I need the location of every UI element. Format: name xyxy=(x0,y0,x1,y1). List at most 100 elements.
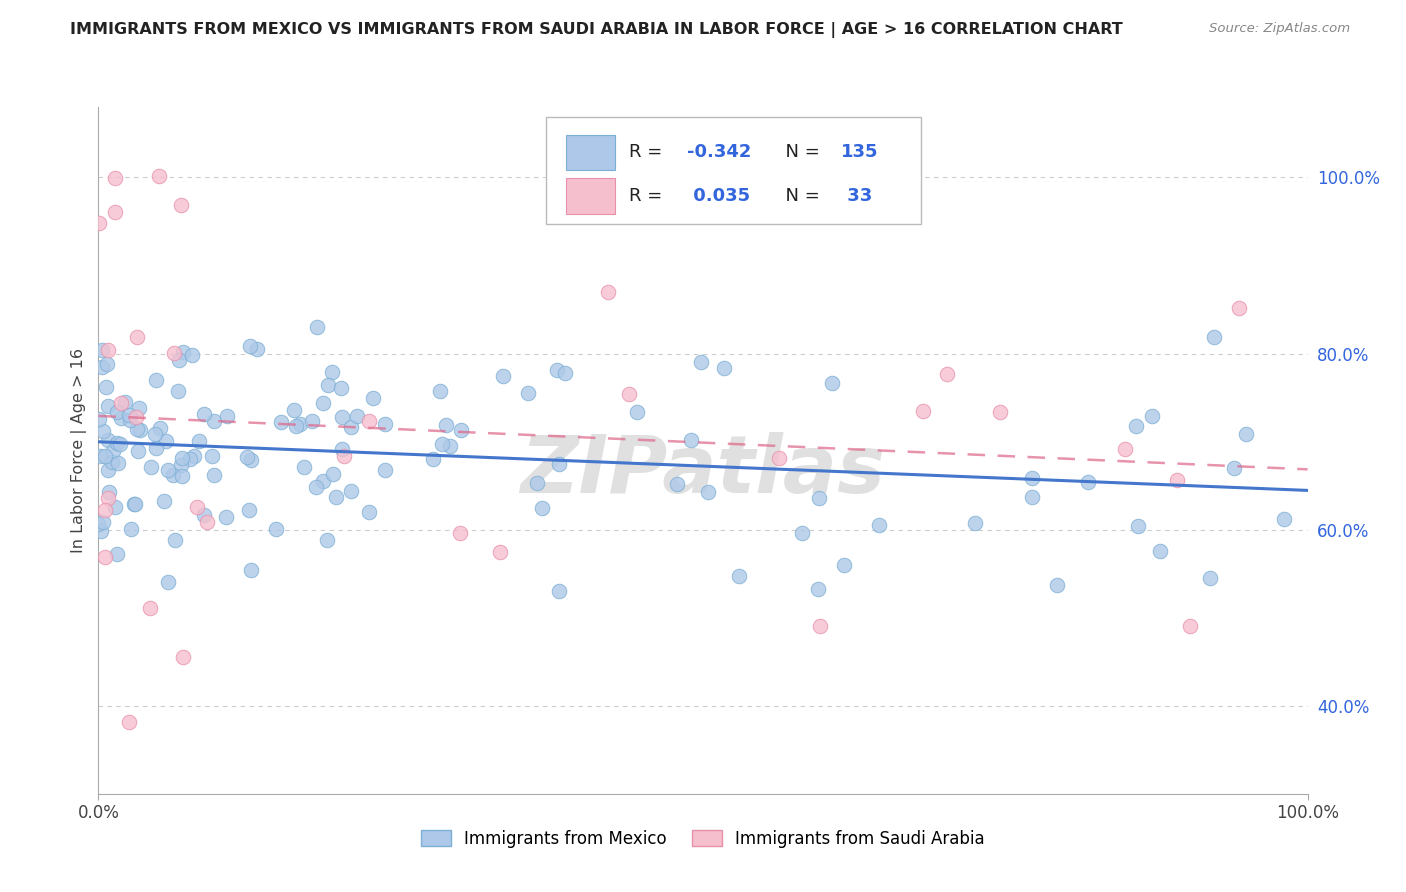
Point xyxy=(94,449,117,463)
Point xyxy=(156,574,179,589)
Point xyxy=(547,583,569,598)
Point xyxy=(110,396,132,410)
Point xyxy=(97,399,120,413)
Point xyxy=(311,395,333,409)
Text: N =: N = xyxy=(775,144,825,161)
Point xyxy=(91,424,114,438)
Point xyxy=(170,468,193,483)
Point xyxy=(1178,619,1201,633)
Y-axis label: In Labor Force | Age > 16: In Labor Force | Age > 16 xyxy=(72,348,87,553)
Point xyxy=(107,456,129,470)
Point xyxy=(329,382,352,396)
Point xyxy=(1272,512,1295,526)
Point xyxy=(626,404,648,418)
Point xyxy=(868,518,890,533)
FancyBboxPatch shape xyxy=(567,178,614,213)
Point xyxy=(807,582,830,596)
Point xyxy=(439,439,461,453)
Point xyxy=(104,205,127,219)
Point xyxy=(125,330,148,344)
Text: 33: 33 xyxy=(841,186,872,204)
Point xyxy=(120,522,142,536)
Text: IMMIGRANTS FROM MEXICO VS IMMIGRANTS FROM SAUDI ARABIA IN LABOR FORCE | AGE > 16: IMMIGRANTS FROM MEXICO VS IMMIGRANTS FRO… xyxy=(70,22,1123,38)
Point xyxy=(1140,409,1163,424)
Point xyxy=(434,418,457,433)
Point xyxy=(125,410,148,425)
Point xyxy=(105,405,128,419)
Point xyxy=(215,409,238,424)
Point xyxy=(98,484,121,499)
Point xyxy=(531,501,554,516)
Point xyxy=(105,547,128,561)
Point xyxy=(141,460,163,475)
Point xyxy=(89,412,111,426)
Point xyxy=(236,450,259,464)
FancyBboxPatch shape xyxy=(546,118,921,224)
Point xyxy=(935,367,957,381)
Point xyxy=(139,601,162,615)
Point xyxy=(965,516,987,530)
Point xyxy=(429,384,451,399)
Text: ZIPatlas: ZIPatlas xyxy=(520,432,886,510)
Point xyxy=(689,355,711,369)
Point xyxy=(374,417,396,432)
Point xyxy=(94,503,117,517)
Text: Source: ZipAtlas.com: Source: ZipAtlas.com xyxy=(1209,22,1350,36)
Point xyxy=(104,170,127,185)
Point xyxy=(186,500,208,514)
Point xyxy=(202,414,225,428)
Point xyxy=(145,441,167,455)
Point xyxy=(312,474,335,488)
Point xyxy=(169,198,191,212)
Point xyxy=(167,353,190,368)
Point xyxy=(547,457,569,471)
Point xyxy=(238,338,260,352)
Point xyxy=(110,437,132,451)
Point xyxy=(488,545,510,559)
Point xyxy=(359,505,381,519)
Point xyxy=(167,384,190,398)
Point xyxy=(128,401,150,415)
Point xyxy=(90,524,112,538)
Point xyxy=(554,367,576,381)
Point xyxy=(128,423,150,437)
Point xyxy=(172,345,194,359)
Point xyxy=(665,477,688,491)
Point xyxy=(340,420,363,434)
Point xyxy=(202,468,225,483)
Legend: Immigrants from Mexico, Immigrants from Saudi Arabia: Immigrants from Mexico, Immigrants from … xyxy=(415,823,991,855)
Point xyxy=(1234,426,1257,441)
Point xyxy=(94,380,117,394)
Point xyxy=(1166,473,1188,487)
Point xyxy=(87,215,110,229)
Point xyxy=(681,434,703,448)
Point xyxy=(90,343,112,358)
Point xyxy=(215,510,238,524)
Point xyxy=(148,169,170,183)
Point xyxy=(87,516,110,531)
Point xyxy=(96,358,118,372)
Point xyxy=(97,433,120,447)
Point xyxy=(1199,570,1222,584)
Point xyxy=(264,522,287,536)
Point xyxy=(285,419,308,434)
Point xyxy=(1149,543,1171,558)
Point xyxy=(240,564,263,578)
Point xyxy=(728,568,751,582)
Point xyxy=(1227,301,1250,315)
Point xyxy=(91,359,114,374)
Point xyxy=(288,417,311,431)
Point xyxy=(361,391,384,405)
Point xyxy=(149,420,172,434)
Point xyxy=(450,423,472,437)
Point xyxy=(93,515,115,529)
Point xyxy=(97,343,120,358)
Point xyxy=(422,452,444,467)
FancyBboxPatch shape xyxy=(567,135,614,170)
Point xyxy=(990,405,1012,419)
Point xyxy=(526,475,548,490)
Point xyxy=(596,285,619,299)
Text: 135: 135 xyxy=(841,144,879,161)
Point xyxy=(1202,329,1225,343)
Point xyxy=(346,409,368,423)
